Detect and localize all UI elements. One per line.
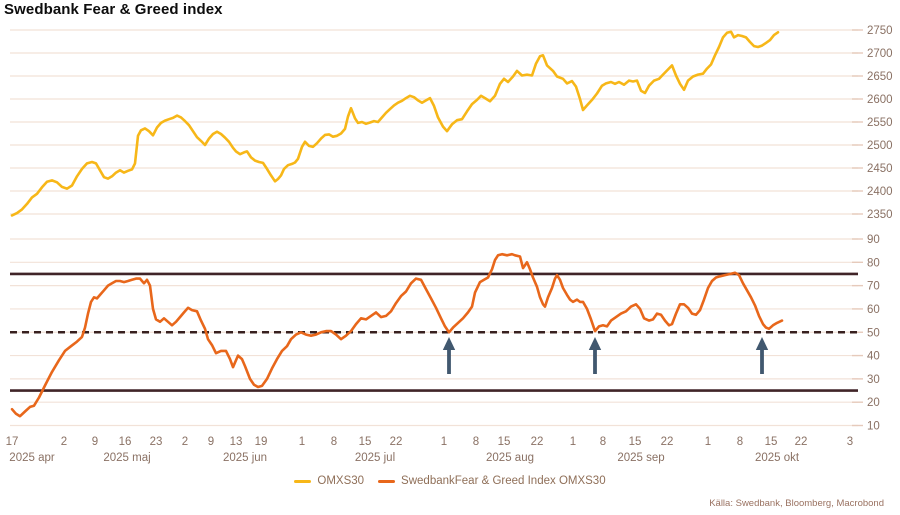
y-tick-label: 2450 <box>867 163 893 175</box>
x-month-label: 2025 sep <box>617 452 664 464</box>
omxs30-line <box>10 30 780 217</box>
x-month-label: 2025 jul <box>355 452 395 464</box>
y-tick-label: 2700 <box>867 48 893 60</box>
y-tick-label: 2550 <box>867 117 893 129</box>
y-tick-label: 2750 <box>867 25 893 37</box>
y-tick-label: 30 <box>867 374 880 386</box>
y-tick-label: 2350 <box>867 209 893 221</box>
x-month-label: 2025 apr <box>9 452 55 464</box>
x-tick-label: 1 <box>705 436 711 448</box>
y-tick-label: 60 <box>867 304 880 316</box>
x-tick-label: 8 <box>737 436 743 448</box>
x-tick-label: 1 <box>299 436 305 448</box>
legend-label: SwedbankFear & Greed Index OMXS30 <box>401 475 606 487</box>
y-tick-label: 20 <box>867 397 880 409</box>
y-tick-label: 2650 <box>867 71 893 83</box>
legend-item: OMXS30 <box>294 475 364 487</box>
x-tick-label: 19 <box>255 436 268 448</box>
legend-swatch-icon <box>294 479 312 483</box>
up-arrow-annotation <box>588 337 602 374</box>
x-tick-label: 8 <box>331 436 337 448</box>
y-tick-label: 2500 <box>867 140 893 152</box>
x-tick-label: 17 <box>6 436 19 448</box>
x-tick-label: 16 <box>119 436 132 448</box>
legend-item: SwedbankFear & Greed Index OMXS30 <box>378 475 606 487</box>
x-tick-label: 15 <box>359 436 372 448</box>
x-tick-label: 9 <box>208 436 214 448</box>
x-tick-label: 22 <box>795 436 808 448</box>
x-tick-label: 22 <box>390 436 403 448</box>
up-arrow-annotation <box>755 337 769 374</box>
x-tick-label: 15 <box>629 436 642 448</box>
fear-greed-line <box>10 252 784 418</box>
x-tick-label: 1 <box>441 436 447 448</box>
x-tick-label: 3 <box>847 436 853 448</box>
x-tick-label: 9 <box>92 436 98 448</box>
x-tick-label: 2 <box>182 436 188 448</box>
chart-title: Swedbank Fear & Greed index <box>4 1 223 18</box>
up-arrow-annotation <box>442 337 456 374</box>
source-attribution: Källa: Swedbank, Bloomberg, Macrobond <box>709 498 884 509</box>
y-tick-label: 10 <box>867 421 880 433</box>
chart-canvas: 2750270026502600255025002450240023509080… <box>6 25 893 464</box>
x-month-label: 2025 jun <box>223 452 267 464</box>
y-tick-label: 2400 <box>867 186 893 198</box>
x-month-label: 2025 maj <box>103 452 150 464</box>
x-tick-label: 15 <box>765 436 778 448</box>
y-tick-label: 70 <box>867 281 880 293</box>
legend-label: OMXS30 <box>317 475 365 487</box>
x-tick-label: 22 <box>661 436 674 448</box>
x-tick-label: 8 <box>473 436 479 448</box>
x-month-label: 2025 aug <box>486 452 534 464</box>
x-month-label: 2025 okt <box>755 452 800 464</box>
y-tick-label: 40 <box>867 351 880 363</box>
x-tick-label: 2 <box>61 436 67 448</box>
x-tick-label: 22 <box>531 436 544 448</box>
x-tick-label: 15 <box>498 436 511 448</box>
y-tick-label: 2600 <box>867 94 893 106</box>
y-tick-label: 50 <box>867 327 880 339</box>
chart-legend: OMXS30 SwedbankFear & Greed Index OMXS30 <box>0 475 900 487</box>
y-tick-label: 90 <box>867 234 880 246</box>
y-tick-label: 80 <box>867 257 880 269</box>
x-tick-label: 23 <box>150 436 163 448</box>
x-tick-label: 13 <box>230 436 243 448</box>
x-tick-label: 1 <box>570 436 576 448</box>
x-tick-label: 8 <box>600 436 606 448</box>
legend-swatch-icon <box>378 479 396 483</box>
